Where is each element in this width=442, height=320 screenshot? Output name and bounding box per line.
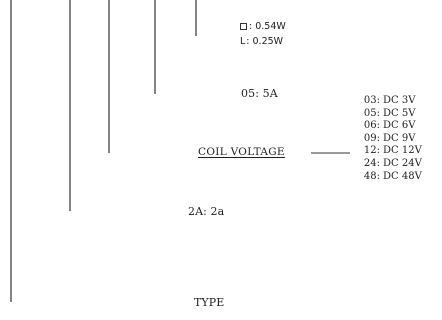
voltage-row: 24: DC 24V: [357, 158, 427, 171]
voltage-code: 06:: [363, 120, 380, 132]
coil-voltage-table: 03: DC 3V 05: DC 5V 06: DC 6V 09: DC 9V …: [357, 95, 427, 183]
voltage-value: DC 48V: [383, 170, 422, 182]
voltage-value: DC 24V: [383, 157, 422, 169]
coil-voltage-label: COIL VOLTAGE: [198, 146, 285, 158]
power-low-prefix: L: [240, 36, 246, 47]
voltage-code: 24:: [363, 157, 380, 169]
voltage-code: 12:: [363, 145, 380, 157]
voltage-value: DC 9V: [383, 132, 416, 144]
voltage-value: DC 5V: [383, 107, 416, 119]
voltage-row: 05: DC 5V: [357, 108, 427, 121]
voltage-code: 09:: [363, 132, 380, 144]
contact-form-label: 2A: 2a: [188, 205, 225, 218]
power-low-row: L : 0.25W: [240, 34, 286, 49]
voltage-code: 05:: [363, 107, 380, 119]
contact-current-label: 05: 5A: [241, 87, 278, 100]
power-standard-value: : 0.54W: [249, 21, 286, 32]
type-label: TYPE: [194, 296, 225, 309]
voltage-row: 06: DC 6V: [357, 120, 427, 133]
voltage-row: 03: DC 3V: [357, 95, 427, 108]
voltage-code: 03:: [363, 95, 380, 106]
power-standard-row: : 0.54W: [240, 19, 286, 34]
square-icon: [240, 23, 247, 30]
voltage-row: 12: DC 12V: [357, 145, 427, 158]
voltage-value: DC 12V: [383, 145, 422, 157]
power-low-value: : 0.25W: [246, 36, 284, 47]
voltage-value: DC 3V: [383, 95, 416, 106]
voltage-row: 48: DC 48V: [357, 171, 427, 184]
voltage-row: 09: DC 9V: [357, 133, 427, 146]
voltage-code: 48:: [363, 170, 380, 182]
coil-power-block: : 0.54W L : 0.25W: [240, 19, 286, 49]
voltage-value: DC 6V: [383, 120, 416, 132]
